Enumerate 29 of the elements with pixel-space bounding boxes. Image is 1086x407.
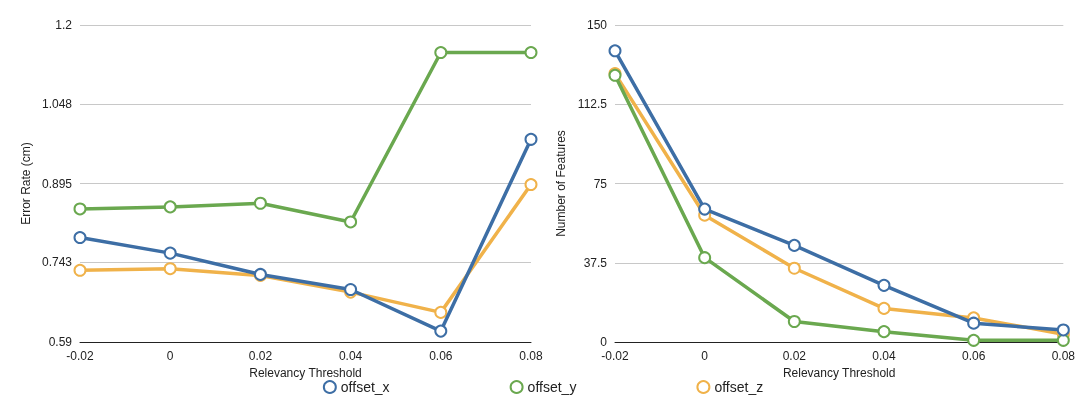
- y-axis-title: Error Rate (cm): [19, 142, 33, 225]
- y-tick-label: 0: [600, 335, 608, 349]
- x-tick-label: 0.04: [872, 349, 896, 363]
- y-tick-label: 150: [586, 18, 608, 32]
- y-tick-label: 0.59: [48, 335, 73, 349]
- x-tick-label: 0: [166, 349, 174, 363]
- legend-label: offset_x: [340, 379, 390, 395]
- y-tick-label: 0.743: [41, 255, 73, 270]
- x-tick-label: 0.06: [429, 349, 453, 363]
- legend-label: offset_y: [527, 379, 577, 395]
- legend-label: offset_z: [714, 379, 764, 395]
- x-tick-label: 0.02: [782, 349, 807, 363]
- x-tick-label: 0.02: [248, 349, 273, 363]
- y-tick-label: 1.2: [55, 18, 73, 32]
- x-axis-title: Relevancy Threshold: [782, 365, 896, 380]
- x-tick-label: -0.02: [66, 349, 94, 363]
- y-tick-label: 112.5: [577, 97, 608, 112]
- y-axis-title: Number of Features: [554, 130, 568, 237]
- x-axis-title: Relevancy Threshold: [249, 365, 362, 380]
- y-tick-label: 75: [593, 176, 608, 191]
- y-tick-label: 0.895: [41, 176, 73, 191]
- x-tick-label: 0: [701, 349, 709, 363]
- x-tick-label: 0.08: [1051, 349, 1076, 363]
- x-tick-label: 0.04: [338, 349, 363, 363]
- x-tick-label: 0.06: [961, 349, 986, 363]
- x-tick-label: -0.02: [601, 349, 629, 363]
- y-tick-label: 37.5: [583, 255, 608, 270]
- y-tick-label: 1.048: [41, 96, 73, 111]
- x-tick-label: 0.08: [519, 349, 543, 363]
